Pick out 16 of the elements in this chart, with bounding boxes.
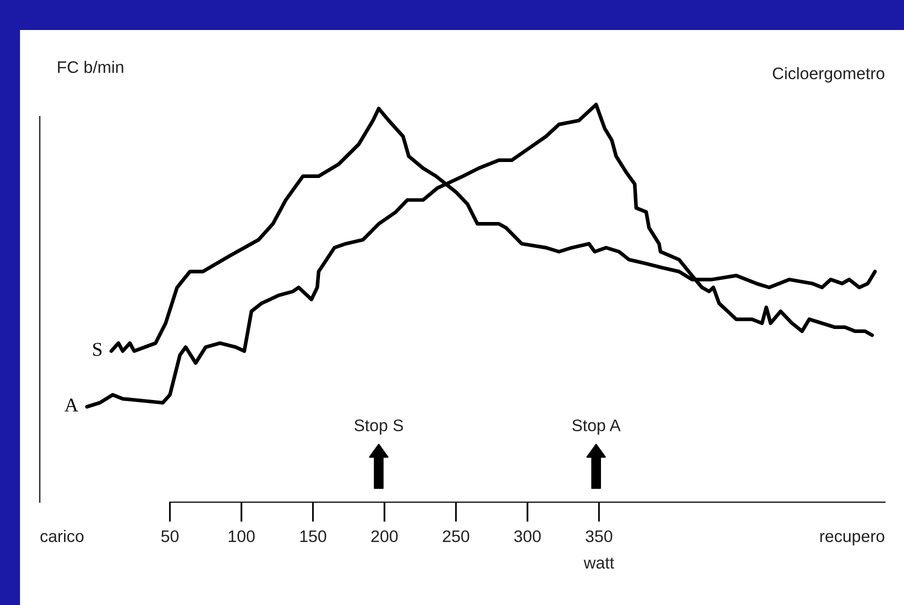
annotation: Stop A xyxy=(572,419,621,435)
x-tick-label: 50 xyxy=(161,530,179,542)
x-axis-title: watt xyxy=(584,558,614,569)
x-tick-label: 250 xyxy=(442,530,470,542)
x-tick-label: 350 xyxy=(586,530,612,542)
text: carico xyxy=(40,530,84,542)
x-tick-label: 100 xyxy=(228,530,255,542)
series-label: S xyxy=(93,342,102,356)
x-tick-label: 200 xyxy=(371,530,398,542)
text: recupero xyxy=(820,532,884,546)
chart-title: Cicloergometro xyxy=(772,67,884,83)
series-label: A xyxy=(64,398,78,412)
x-tick-label: 300 xyxy=(514,530,541,542)
annotation: Stop S xyxy=(354,419,403,435)
y-axis-title: FC b/min xyxy=(58,60,124,74)
x-tick-label: 150 xyxy=(300,530,326,542)
